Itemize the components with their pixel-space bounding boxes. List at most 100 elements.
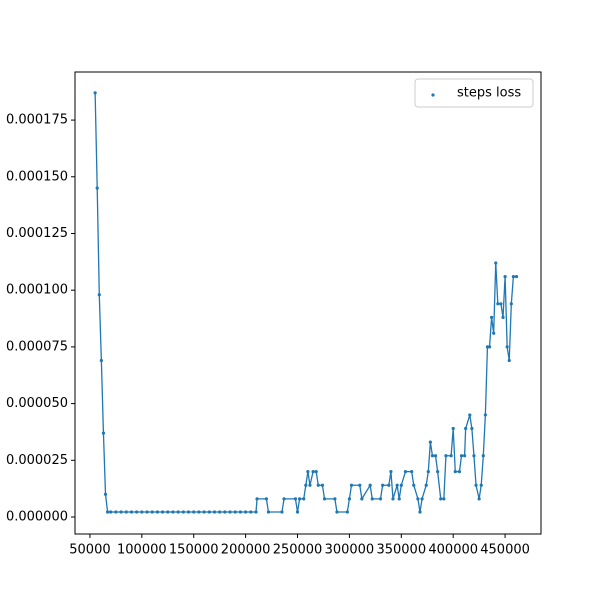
data-point — [492, 331, 496, 335]
data-point — [97, 293, 101, 297]
data-point — [295, 510, 300, 514]
data-point — [140, 510, 144, 514]
y-tick-label: 0.000150 — [6, 169, 68, 184]
data-point — [453, 470, 457, 474]
x-tick-label: 300000 — [325, 543, 375, 558]
data-point — [124, 510, 128, 514]
x-tick-label: 150000 — [169, 543, 219, 558]
data-point — [302, 497, 306, 501]
data-point — [244, 510, 248, 514]
data-point — [501, 315, 505, 320]
y-tick-label: 0.000100 — [6, 283, 68, 298]
data-point — [433, 454, 438, 458]
x-tick-label: 100000 — [117, 543, 167, 558]
data-point — [93, 91, 97, 95]
data-point — [442, 497, 446, 501]
data-point — [451, 426, 455, 431]
data-point — [255, 497, 259, 501]
data-point — [468, 413, 472, 417]
data-point — [166, 510, 170, 514]
data-point — [266, 510, 271, 514]
data-point — [470, 426, 474, 431]
data-point — [233, 510, 237, 514]
data-point — [439, 497, 443, 501]
data-point — [160, 510, 165, 514]
data-point — [368, 483, 372, 487]
data-point — [426, 470, 430, 474]
x-tick-label: 50000 — [69, 543, 110, 558]
data-point — [472, 454, 476, 458]
data-point — [474, 483, 478, 487]
data-point — [192, 510, 196, 514]
data-point — [463, 454, 467, 458]
data-point — [481, 454, 485, 458]
plot-frame — [74, 71, 542, 535]
data-point — [428, 440, 432, 444]
data-point — [416, 497, 420, 501]
data-point — [145, 510, 149, 514]
data-point — [207, 510, 211, 514]
data-point — [304, 483, 308, 487]
data-point — [335, 510, 339, 514]
data-point — [176, 510, 180, 514]
x-tick-label: 400000 — [428, 543, 478, 558]
data-point — [499, 302, 503, 306]
data-point — [129, 510, 134, 514]
data-point — [322, 497, 327, 501]
data-point — [114, 510, 118, 514]
data-point — [370, 497, 374, 501]
data-point — [496, 302, 500, 306]
data-point — [420, 497, 424, 501]
data-point — [311, 470, 315, 474]
x-tick-label: 200000 — [221, 543, 271, 558]
data-point — [218, 510, 222, 514]
data-point — [509, 302, 513, 306]
data-point — [109, 510, 113, 514]
data-point — [378, 497, 383, 501]
legend-marker — [431, 93, 435, 97]
legend-box — [414, 78, 534, 108]
data-point — [399, 483, 403, 487]
data-point — [264, 497, 268, 501]
data-point — [477, 497, 481, 501]
data-point — [349, 483, 354, 487]
data-point — [487, 345, 492, 349]
y-tick-label: 0.000075 — [6, 339, 68, 354]
data-point — [381, 483, 385, 487]
data-point — [479, 483, 483, 487]
data-point — [397, 497, 401, 501]
data-point — [202, 510, 206, 514]
data-point — [514, 274, 519, 279]
y-tick-label: 0.000125 — [6, 226, 68, 241]
data-point — [360, 497, 364, 501]
y-tick-label: 0.000050 — [6, 396, 68, 411]
y-tick-label: 0.000175 — [6, 113, 68, 128]
data-point — [503, 274, 507, 279]
data-point — [186, 510, 191, 514]
data-point — [464, 426, 468, 431]
data-point — [238, 510, 243, 514]
data-point — [483, 413, 487, 417]
data-point — [345, 510, 349, 514]
data-point — [320, 483, 325, 487]
data-point — [150, 510, 154, 514]
data-point — [347, 497, 352, 501]
x-tick-label: 350000 — [376, 543, 426, 558]
series-line — [94, 92, 517, 513]
data-point — [249, 510, 253, 514]
data-point — [95, 186, 99, 190]
data-point — [103, 492, 108, 496]
data-point — [297, 497, 302, 501]
data-point — [430, 454, 435, 458]
data-point — [280, 510, 284, 514]
data-point — [449, 454, 453, 458]
x-tick-label: 450000 — [480, 543, 530, 558]
data-point — [412, 483, 416, 487]
data-point — [282, 497, 286, 501]
data-point — [387, 483, 391, 487]
data-point — [212, 510, 217, 514]
data-point — [418, 510, 422, 514]
data-point — [457, 470, 462, 474]
data-point — [306, 470, 310, 474]
data-point — [511, 274, 515, 279]
